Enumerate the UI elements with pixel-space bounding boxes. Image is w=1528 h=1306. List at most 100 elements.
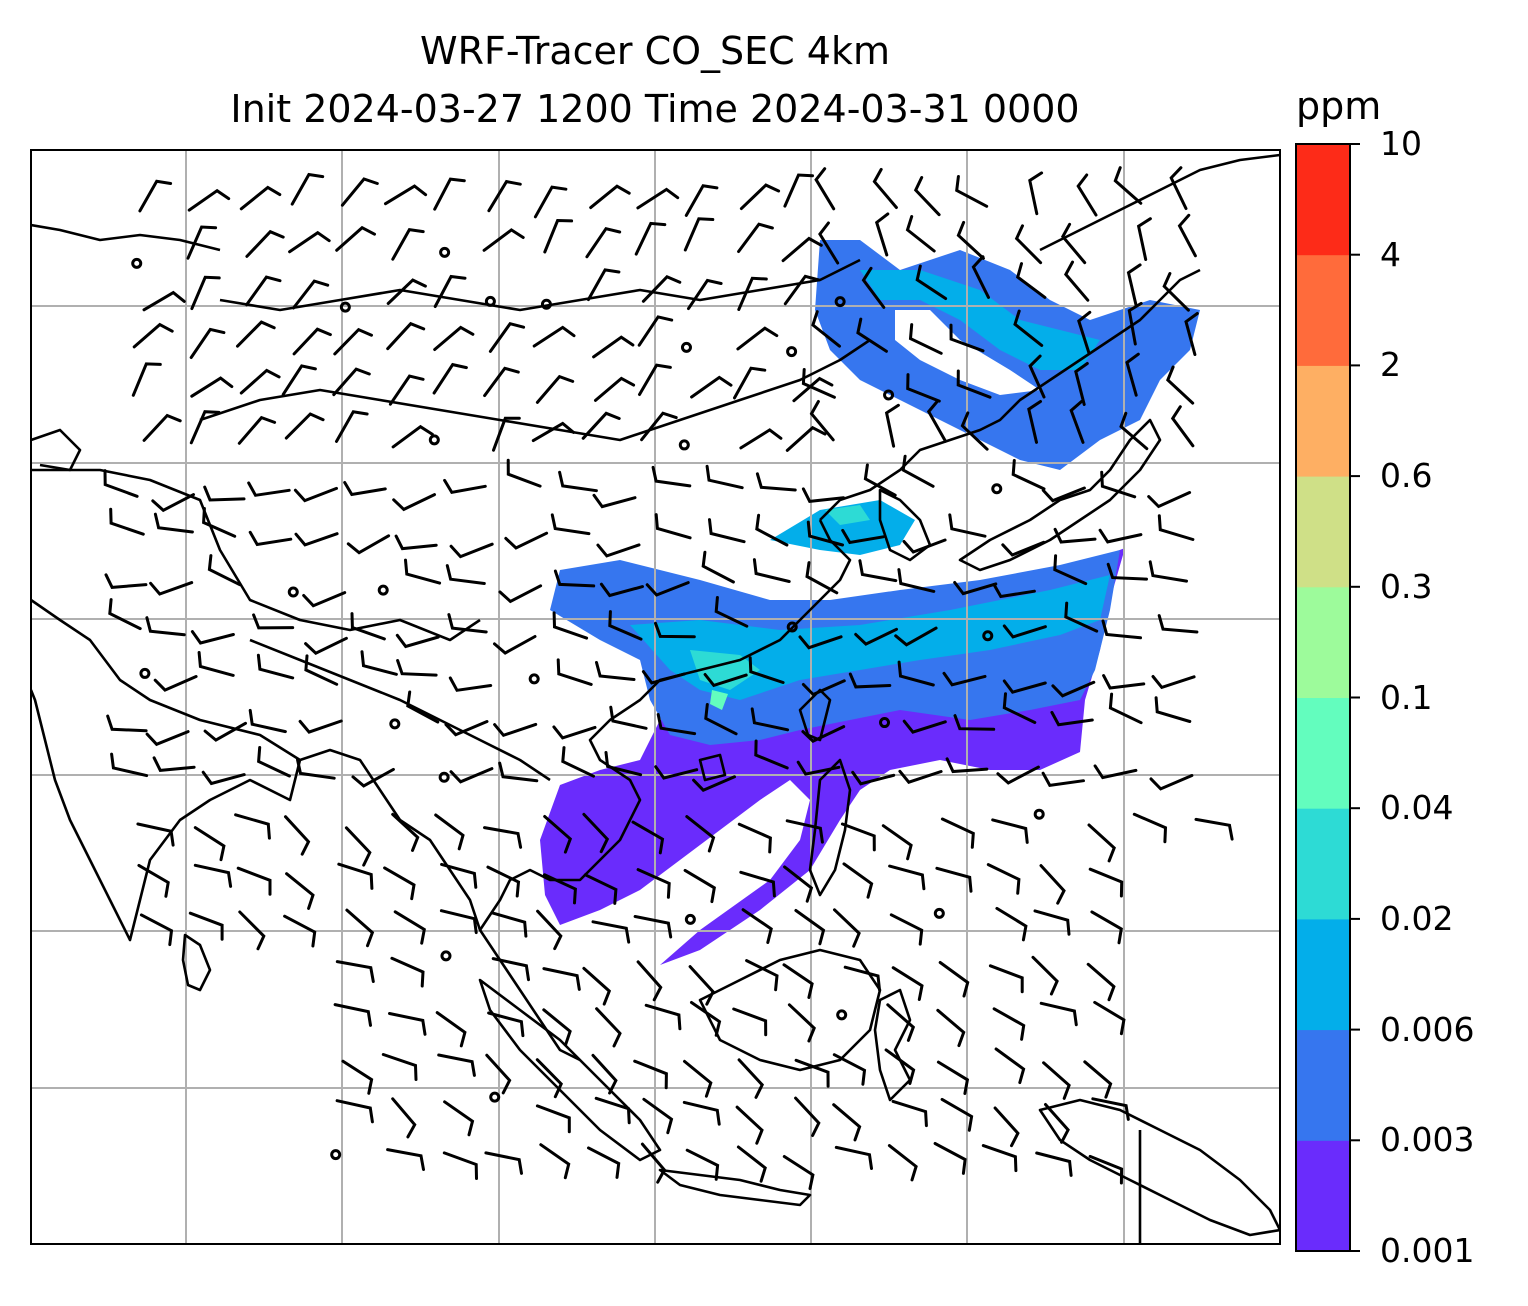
wind-barb bbox=[552, 725, 597, 740]
wind-barb bbox=[391, 227, 425, 261]
wind-barb bbox=[449, 767, 494, 784]
wind-barb bbox=[783, 865, 814, 903]
colorbar-segment bbox=[1296, 1140, 1350, 1252]
wind-barb bbox=[690, 375, 733, 399]
wind-barb bbox=[586, 268, 621, 302]
wind-barb bbox=[872, 167, 898, 209]
wind-barb bbox=[543, 873, 577, 905]
wind-barb bbox=[1136, 217, 1152, 261]
wind-barb bbox=[106, 714, 148, 733]
wind-barb bbox=[585, 226, 622, 259]
wind-barb bbox=[750, 707, 790, 732]
colorbar-tick-label: 0.04 bbox=[1380, 788, 1454, 828]
wind-barb bbox=[858, 559, 898, 583]
wind-barb bbox=[189, 410, 221, 445]
wind-barb bbox=[854, 627, 898, 646]
wind-barb bbox=[109, 507, 145, 536]
wind-barb bbox=[189, 327, 226, 359]
coastline-sri-lanka bbox=[181, 933, 212, 992]
wind-barb bbox=[933, 1142, 967, 1175]
wind-barb bbox=[1166, 365, 1195, 405]
wind-barb bbox=[490, 911, 528, 938]
wind-barb bbox=[608, 610, 643, 641]
calm-wind-marker bbox=[330, 1149, 342, 1161]
wind-barb bbox=[1001, 540, 1046, 557]
wind-barb bbox=[142, 413, 182, 442]
wind-barb bbox=[1091, 1097, 1130, 1121]
wind-barb bbox=[443, 478, 487, 495]
wind-barb bbox=[1050, 710, 1094, 727]
wind-barb bbox=[550, 513, 591, 536]
coastline-caspian bbox=[31, 428, 82, 472]
wind-barb bbox=[1053, 527, 1097, 544]
wind-barb bbox=[637, 315, 674, 347]
wind-barb bbox=[1149, 774, 1194, 791]
wind-barb bbox=[360, 650, 398, 676]
wind-barb bbox=[257, 746, 291, 778]
wind-barb bbox=[1126, 263, 1142, 308]
wind-barb bbox=[245, 229, 285, 258]
wind-barb bbox=[596, 543, 641, 558]
wind-barb bbox=[406, 690, 440, 724]
wind-barb bbox=[905, 215, 936, 253]
wind-barb bbox=[395, 633, 440, 649]
wind-barb bbox=[688, 965, 715, 1006]
wind-barb bbox=[292, 327, 332, 356]
wind-barb bbox=[153, 675, 198, 692]
wind-barb bbox=[433, 274, 467, 308]
wind-barb bbox=[634, 221, 667, 256]
wind-barb bbox=[535, 1104, 571, 1134]
wind-barb bbox=[833, 908, 861, 948]
wind-barb bbox=[284, 412, 325, 440]
wind-barb bbox=[344, 826, 372, 867]
wind-barb bbox=[897, 660, 935, 687]
wind-barb bbox=[1011, 459, 1046, 491]
wind-barb bbox=[651, 465, 692, 488]
wind-barb bbox=[592, 493, 637, 509]
wind-barb bbox=[656, 713, 697, 736]
wind-barb bbox=[1119, 411, 1149, 451]
coastline-indian-subcontinent bbox=[31, 598, 302, 942]
calm-wind-marker bbox=[287, 586, 299, 598]
colorbar-segment bbox=[1296, 1029, 1350, 1141]
wind-barb bbox=[940, 1097, 974, 1132]
wind-barb bbox=[388, 1012, 427, 1036]
colorbar-segment bbox=[1296, 918, 1350, 1031]
wind-barb bbox=[137, 863, 170, 898]
coastline-indochina bbox=[478, 519, 852, 931]
wind-barb bbox=[535, 1058, 563, 1099]
wind-barb bbox=[955, 175, 989, 208]
wind-barb bbox=[504, 531, 549, 550]
wind-barb bbox=[992, 1007, 1026, 1041]
coastlines bbox=[31, 153, 1280, 1244]
wind-barb bbox=[591, 1053, 618, 1095]
calm-wind-marker bbox=[786, 621, 798, 633]
wind-barb bbox=[809, 400, 835, 442]
wind-barb bbox=[487, 179, 522, 213]
wind-barb bbox=[640, 411, 678, 442]
wind-barb bbox=[439, 909, 478, 935]
wind-barb bbox=[609, 705, 648, 730]
wind-barb bbox=[604, 751, 643, 777]
wind-barb bbox=[595, 1007, 622, 1048]
wind-barb bbox=[190, 630, 235, 645]
wind-barb bbox=[945, 757, 989, 774]
wind-barb bbox=[234, 813, 271, 840]
wind-barb bbox=[754, 739, 789, 770]
wind-barb bbox=[153, 512, 194, 534]
wind-barb bbox=[737, 222, 774, 253]
wind-barb bbox=[384, 184, 428, 206]
wind-barb bbox=[861, 266, 886, 309]
wind-barb bbox=[332, 367, 371, 397]
wind-barb bbox=[1002, 624, 1047, 639]
wind-barb bbox=[340, 177, 379, 207]
coastline-korea bbox=[878, 488, 932, 562]
wind-barb bbox=[589, 184, 631, 210]
wind-barb bbox=[1077, 310, 1092, 355]
wind-barb bbox=[558, 470, 598, 493]
wind-barb bbox=[292, 279, 330, 310]
wind-barb bbox=[902, 538, 947, 554]
wind-barb bbox=[302, 591, 347, 608]
wind-barb bbox=[296, 758, 336, 780]
wind-barb bbox=[949, 323, 985, 353]
